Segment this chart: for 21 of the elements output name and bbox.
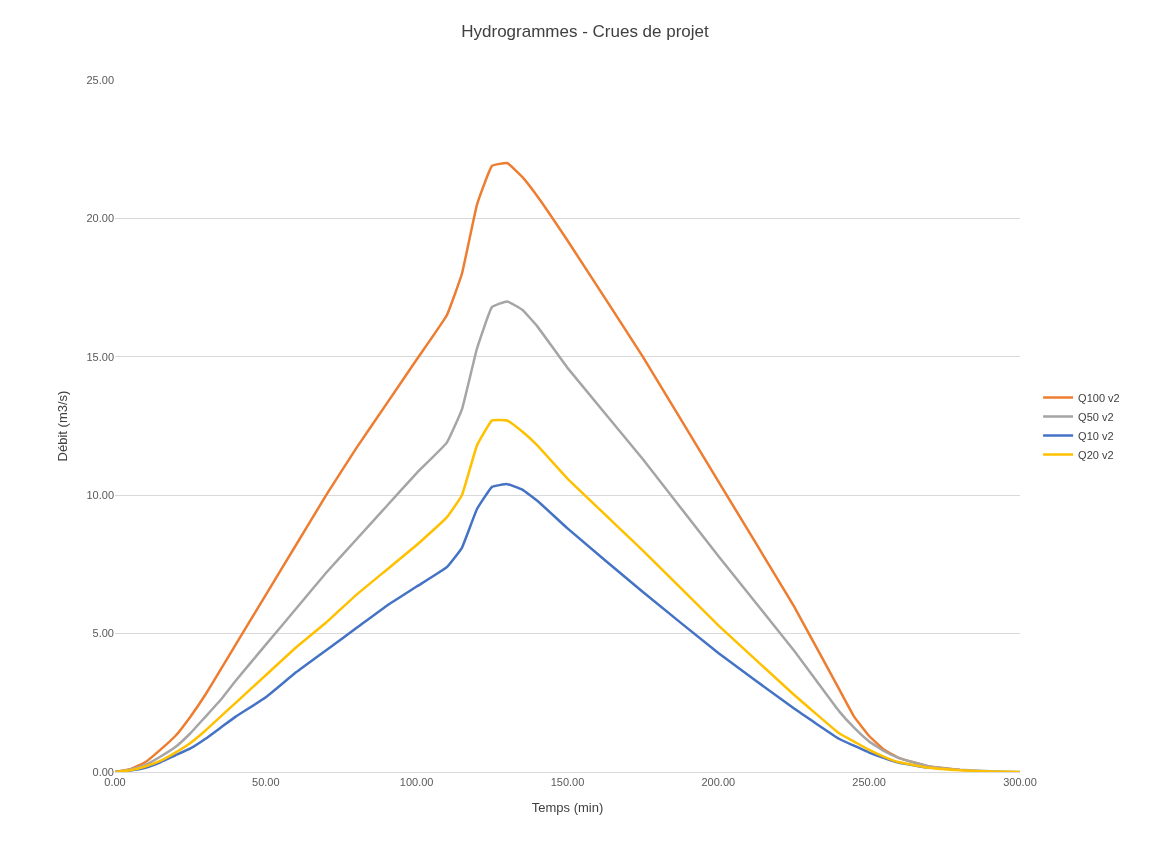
- x-tick-label: 0.00: [104, 776, 126, 789]
- y-tick-label: 25.00: [86, 73, 114, 86]
- x-axis-title: Temps (min): [531, 799, 604, 815]
- y-axis-title: Débit (m3/s): [55, 390, 71, 462]
- x-tick-label: 200.00: [701, 776, 736, 789]
- legend-label: Q50 v2: [1078, 410, 1114, 423]
- legend-label: Q100 v2: [1078, 391, 1120, 404]
- y-tick-label: 15.00: [86, 350, 114, 363]
- x-tick-label: 100.00: [399, 776, 434, 789]
- x-tick-label: 150.00: [550, 776, 585, 789]
- legend-label: Q10 v2: [1078, 429, 1114, 442]
- y-tick-label: 0.00: [92, 765, 114, 778]
- y-tick-label: 20.00: [86, 212, 114, 225]
- y-tick-label: 5.00: [92, 627, 114, 640]
- x-tick-label: 250.00: [852, 776, 886, 789]
- x-tick-label: 50.00: [252, 776, 280, 789]
- x-tick-label: 300.00: [1003, 776, 1037, 789]
- line-series: [115, 418, 1020, 772]
- legend-label: Q20 v2: [1078, 448, 1114, 461]
- y-tick-label: 10.00: [86, 489, 114, 502]
- chart-title: Hydrogrammes - Crues de projet: [461, 22, 710, 42]
